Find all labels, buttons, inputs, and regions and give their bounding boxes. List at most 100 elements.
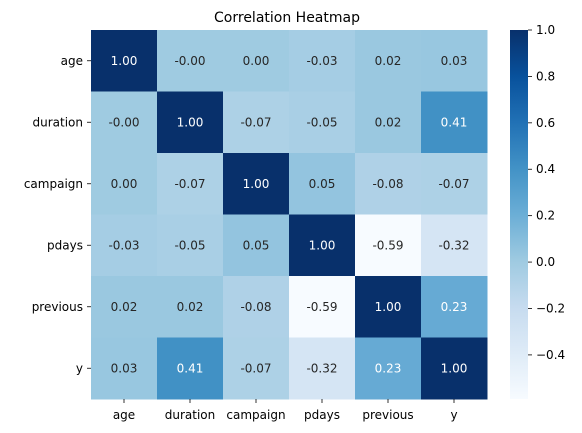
heatmap-cell <box>91 337 158 400</box>
cell-value-label: -0.00 <box>108 115 139 129</box>
cell-value-label: 1.00 <box>309 238 336 252</box>
cell-value-label: -0.00 <box>174 54 205 68</box>
heatmap-cell <box>223 30 290 92</box>
cell-value-label: 1.00 <box>177 115 204 129</box>
cell-value-label: -0.03 <box>108 238 139 252</box>
y-tick-label: pdays <box>47 238 83 252</box>
x-tick-label: y <box>450 408 457 422</box>
heatmap-cell <box>355 337 422 400</box>
y-tick-label: age <box>61 54 83 68</box>
heatmap-cell <box>355 214 422 277</box>
heatmap-cell <box>355 91 422 154</box>
cell-value-label: 1.00 <box>375 300 402 314</box>
colorbar-tick-label: −0.2 <box>536 301 565 315</box>
y-tick-label: campaign <box>24 177 83 191</box>
heatmap-cell <box>157 91 224 154</box>
cell-value-label: 0.23 <box>375 361 402 375</box>
colorbar-ticks: 1.0 0.8 0.6 0.4 0.2 0.0 −0.2 −0.4 <box>528 23 565 362</box>
cell-value-label: 0.02 <box>375 54 402 68</box>
heatmap-cell <box>157 153 224 215</box>
cell-value-label: 0.05 <box>243 238 270 252</box>
heatmap-cell <box>289 30 356 92</box>
heatmap-cell <box>289 91 356 154</box>
colorbar-tick-label: 0.0 <box>536 255 555 269</box>
cell-value-label: -0.07 <box>174 177 205 191</box>
colorbar-tick-label: 0.6 <box>536 116 555 130</box>
colorbar-tick-label: 1.0 <box>536 23 555 37</box>
heatmap-cell <box>91 91 158 154</box>
heatmap-cell <box>91 276 158 338</box>
heatmap-cell <box>421 337 488 400</box>
heatmap-cell <box>355 276 422 338</box>
cell-value-label: -0.59 <box>306 300 337 314</box>
x-tick-label: campaign <box>226 408 285 422</box>
cell-value-label: 0.02 <box>111 300 138 314</box>
cell-value-label: 0.00 <box>243 54 270 68</box>
colorbar-tick-label: 0.8 <box>536 69 555 83</box>
cell-value-label: 0.41 <box>441 115 468 129</box>
heatmap-cell <box>223 337 290 400</box>
heatmap-cell <box>91 153 158 215</box>
cell-value-label: 0.02 <box>375 115 402 129</box>
heatmap-cell <box>91 214 158 277</box>
heatmap-cell <box>289 276 356 338</box>
cell-value-label: 0.03 <box>111 361 138 375</box>
cell-value-label: -0.07 <box>240 361 271 375</box>
cell-value-label: 1.00 <box>111 54 138 68</box>
heatmap-cell <box>421 91 488 154</box>
cell-value-label: 1.00 <box>243 177 270 191</box>
x-axis: age duration campaign pdays previous y <box>113 399 458 422</box>
y-tick-label: duration <box>33 115 84 129</box>
cell-value-label: -0.32 <box>306 361 337 375</box>
cell-value-label: 0.00 <box>111 177 138 191</box>
cell-value-label: 0.23 <box>441 300 468 314</box>
cell-value-label: 0.02 <box>177 300 204 314</box>
cell-value-label: -0.07 <box>240 115 271 129</box>
cell-value-label: -0.08 <box>240 300 271 314</box>
cell-value-label: -0.32 <box>438 238 469 252</box>
heatmap-cell <box>223 91 290 154</box>
heatmap-cell <box>223 214 290 277</box>
y-axis: age duration campaign pdays previous y <box>24 54 91 375</box>
heatmap-value-labels: 1.00 -0.00 0.00 -0.03 0.02 0.03 -0.00 1.00 -0.07… <box>108 54 469 376</box>
colorbar <box>510 30 528 399</box>
heatmap-cell <box>355 30 422 92</box>
cell-value-label: 0.03 <box>441 54 468 68</box>
y-tick-label: y <box>76 361 83 375</box>
colorbar-tick-label: −0.4 <box>536 348 565 362</box>
heatmap-cell <box>289 214 356 277</box>
cell-value-label: 1.00 <box>441 361 468 375</box>
cell-value-label: -0.59 <box>372 238 403 252</box>
heatmap-cell <box>157 214 224 277</box>
cell-value-label: 0.05 <box>309 177 336 191</box>
heatmap-cell <box>157 337 224 400</box>
heatmap-cell <box>289 153 356 215</box>
heatmap-cell <box>421 153 488 215</box>
chart-title: Correlation Heatmap <box>214 10 360 26</box>
heatmap-cell <box>421 30 488 92</box>
cell-value-label: -0.05 <box>174 238 205 252</box>
y-tick-label: previous <box>32 300 83 314</box>
heatmap-cell <box>223 276 290 338</box>
x-tick-label: duration <box>165 408 216 422</box>
heatmap-cells <box>91 30 488 400</box>
cell-value-label: -0.08 <box>372 177 403 191</box>
x-tick-label: pdays <box>304 408 340 422</box>
x-tick-label: age <box>113 408 135 422</box>
heatmap-cell <box>91 30 158 92</box>
heatmap-cell <box>355 153 422 215</box>
colorbar-tick-label: 0.2 <box>536 209 555 223</box>
cell-value-label: 0.41 <box>177 361 204 375</box>
heatmap-cell <box>157 30 224 92</box>
cell-value-label: -0.05 <box>306 115 337 129</box>
heatmap-cell <box>223 153 290 215</box>
x-tick-label: previous <box>362 408 413 422</box>
cell-value-label: -0.07 <box>438 177 469 191</box>
heatmap-cell <box>289 337 356 400</box>
heatmap-cell <box>421 214 488 277</box>
heatmap-cell <box>421 276 488 338</box>
heatmap-cell <box>157 276 224 338</box>
cell-value-label: -0.03 <box>306 54 337 68</box>
colorbar-tick-label: 0.4 <box>536 162 555 176</box>
